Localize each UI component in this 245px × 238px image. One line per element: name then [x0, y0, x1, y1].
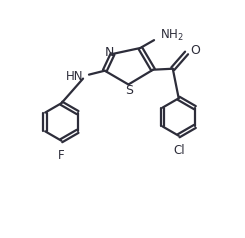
Text: F: F [58, 149, 65, 162]
Text: O: O [191, 45, 200, 57]
Text: NH$_2$: NH$_2$ [160, 28, 184, 43]
Text: Cl: Cl [173, 144, 184, 157]
Text: HN: HN [66, 70, 83, 83]
Text: S: S [125, 84, 133, 97]
Text: N: N [104, 46, 114, 60]
